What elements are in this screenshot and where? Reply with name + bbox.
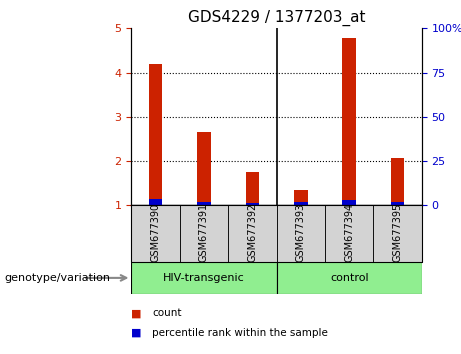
- Text: percentile rank within the sample: percentile rank within the sample: [152, 328, 328, 338]
- Text: HIV-transgenic: HIV-transgenic: [163, 273, 245, 283]
- Bar: [294, 190, 307, 205]
- Text: GSM677392: GSM677392: [248, 203, 257, 262]
- Bar: [294, 202, 307, 205]
- Bar: [149, 64, 162, 205]
- FancyBboxPatch shape: [325, 205, 373, 262]
- Bar: [391, 158, 404, 205]
- FancyBboxPatch shape: [373, 205, 422, 262]
- FancyBboxPatch shape: [180, 205, 228, 262]
- Bar: [343, 38, 356, 205]
- Bar: [197, 132, 211, 205]
- FancyBboxPatch shape: [131, 262, 277, 294]
- Bar: [246, 202, 259, 205]
- Text: ■: ■: [131, 308, 142, 318]
- Text: GSM677394: GSM677394: [344, 203, 354, 262]
- Text: GSM677390: GSM677390: [151, 203, 160, 262]
- Bar: [149, 199, 162, 205]
- Text: ■: ■: [131, 328, 142, 338]
- Text: control: control: [330, 273, 368, 283]
- Bar: [197, 202, 211, 205]
- Text: GSM677395: GSM677395: [393, 203, 402, 262]
- FancyBboxPatch shape: [228, 205, 277, 262]
- Bar: [246, 172, 259, 205]
- Text: count: count: [152, 308, 182, 318]
- Title: GDS4229 / 1377203_at: GDS4229 / 1377203_at: [188, 9, 366, 25]
- Text: GSM677391: GSM677391: [199, 203, 209, 262]
- FancyBboxPatch shape: [277, 262, 422, 294]
- Bar: [343, 200, 356, 205]
- Text: GSM677393: GSM677393: [296, 203, 306, 262]
- FancyBboxPatch shape: [277, 205, 325, 262]
- Bar: [391, 202, 404, 205]
- Text: genotype/variation: genotype/variation: [5, 273, 111, 283]
- FancyBboxPatch shape: [131, 205, 180, 262]
